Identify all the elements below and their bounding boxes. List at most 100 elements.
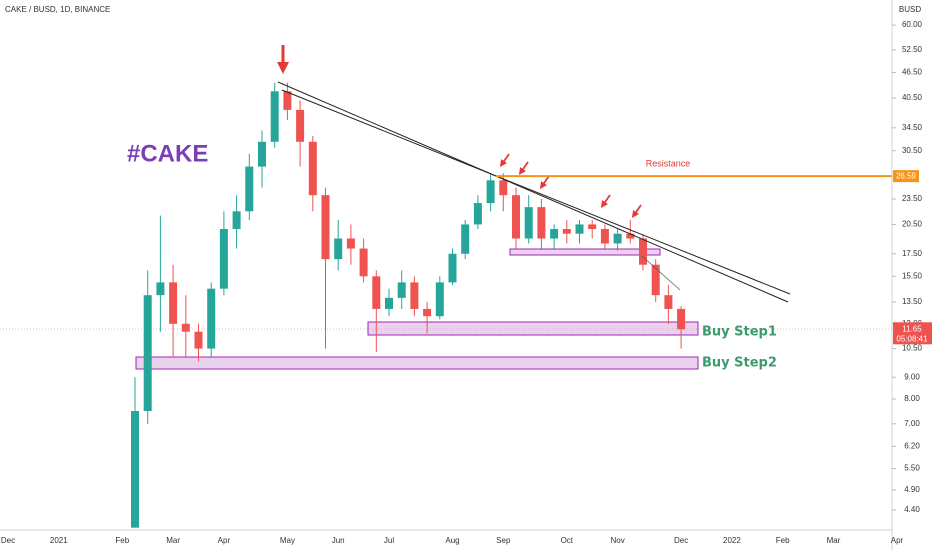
candle-body	[156, 282, 165, 296]
candle-body	[639, 238, 647, 265]
x-tick-label: Dec	[1, 536, 15, 545]
y-tick-label: 9.00	[904, 372, 920, 381]
buy-step-label: Buy Step1	[702, 325, 777, 340]
trendline	[641, 255, 681, 291]
y-tick-label: 40.50	[902, 93, 923, 102]
x-tick-label: Jun	[332, 536, 345, 545]
candle-body	[461, 224, 470, 254]
zones	[135, 248, 699, 370]
y-tick-label: 52.50	[902, 45, 923, 54]
candle-body	[410, 282, 419, 309]
candle-body	[219, 228, 228, 289]
y-tick-label: 4.40	[904, 505, 920, 514]
arrows	[277, 45, 642, 218]
candle-body	[321, 195, 330, 260]
y-tick-label: 13.50	[902, 297, 923, 306]
candle-body	[626, 233, 635, 239]
buy-zone-2	[135, 356, 699, 370]
plot-area	[0, 0, 892, 530]
y-tick-label: 20.50	[902, 220, 923, 229]
arrow	[600, 194, 611, 208]
resistance-price: 26.59	[896, 171, 917, 180]
candle-body	[588, 224, 597, 229]
x-tick-label: Feb	[115, 536, 129, 545]
y-tick-label: 15.50	[902, 271, 923, 280]
candle-body	[448, 253, 457, 283]
x-tick-label: Oct	[561, 536, 574, 545]
chart-title: #CAKE	[127, 140, 208, 167]
candle-body	[473, 203, 482, 225]
candle-body	[537, 207, 546, 239]
candle-body	[270, 91, 279, 142]
candle-body	[600, 228, 609, 244]
candle-body	[283, 91, 292, 110]
y-tick-label: 4.90	[904, 485, 920, 494]
x-tick-label: 2022	[723, 536, 741, 545]
candle-body	[207, 288, 216, 349]
arrow	[631, 204, 642, 218]
x-tick-label: 2021	[50, 536, 68, 545]
y-tick-label: 46.50	[902, 68, 923, 77]
x-tick-label: Sep	[496, 536, 511, 545]
y-tick-label: 30.50	[902, 146, 923, 155]
x-tick-label: Aug	[445, 536, 459, 545]
candle-body	[677, 308, 686, 330]
y-tick-label: 34.50	[902, 123, 923, 132]
candle-body	[613, 233, 622, 244]
candle-body	[423, 308, 432, 317]
x-tick-label: Mar	[166, 536, 180, 545]
arrow	[499, 153, 510, 167]
candle-body	[550, 228, 559, 239]
y-tick-label: 23.50	[902, 194, 923, 203]
candle-body	[524, 207, 533, 239]
candle-body	[562, 228, 571, 234]
candle-body	[232, 211, 241, 229]
arrow	[518, 161, 529, 175]
candle-body	[194, 331, 203, 349]
y-tick-label: 10.50	[902, 344, 923, 353]
countdown: 05:08:41	[896, 334, 928, 343]
x-tick-label: Feb	[776, 536, 790, 545]
x-tick-label: Dec	[674, 536, 688, 545]
buy-step-label: Buy Step2	[702, 356, 777, 371]
candle-body	[131, 411, 139, 528]
y-tick-label: 5.50	[904, 464, 920, 473]
candle-body	[651, 264, 660, 296]
trendline	[277, 81, 789, 303]
symbol-header: CAKE / BUSD, 1D, BINANCE	[5, 5, 110, 14]
candles	[131, 82, 686, 528]
resistance-price-tag	[893, 170, 919, 183]
y-tick-label: 8.00	[904, 394, 920, 403]
resistance-label: Resistance	[646, 159, 691, 169]
candle-body	[169, 282, 178, 324]
x-tick-label: Apr	[891, 536, 904, 545]
y-tick-label: 60.00	[902, 20, 923, 29]
x-tick-label: Nov	[610, 536, 624, 545]
candle-body	[346, 238, 355, 249]
candle-body	[499, 180, 508, 196]
buy-zone-1	[367, 321, 699, 336]
support-zone	[509, 248, 661, 256]
y-tick-label: 6.20	[904, 441, 920, 450]
candle-body	[308, 141, 317, 196]
last-price: 11.65	[902, 324, 922, 333]
candle-body	[575, 224, 584, 234]
candle-body	[372, 276, 381, 309]
currency-label: BUSD	[899, 5, 921, 14]
arrow	[539, 175, 550, 189]
x-tick-label: Apr	[218, 536, 231, 545]
candle-body	[435, 282, 444, 317]
candle-body	[245, 166, 254, 212]
candle-body	[296, 109, 305, 142]
x-tick-label: May	[280, 536, 295, 545]
y-tick-label: 7.00	[904, 419, 920, 428]
candle-body	[397, 282, 406, 298]
x-tick-label: Jul	[384, 536, 394, 545]
candle-body	[143, 295, 152, 412]
candle-body	[359, 248, 368, 277]
candle-body	[258, 141, 266, 167]
candle-body	[334, 238, 343, 260]
x-tick-label: Mar	[827, 536, 841, 545]
